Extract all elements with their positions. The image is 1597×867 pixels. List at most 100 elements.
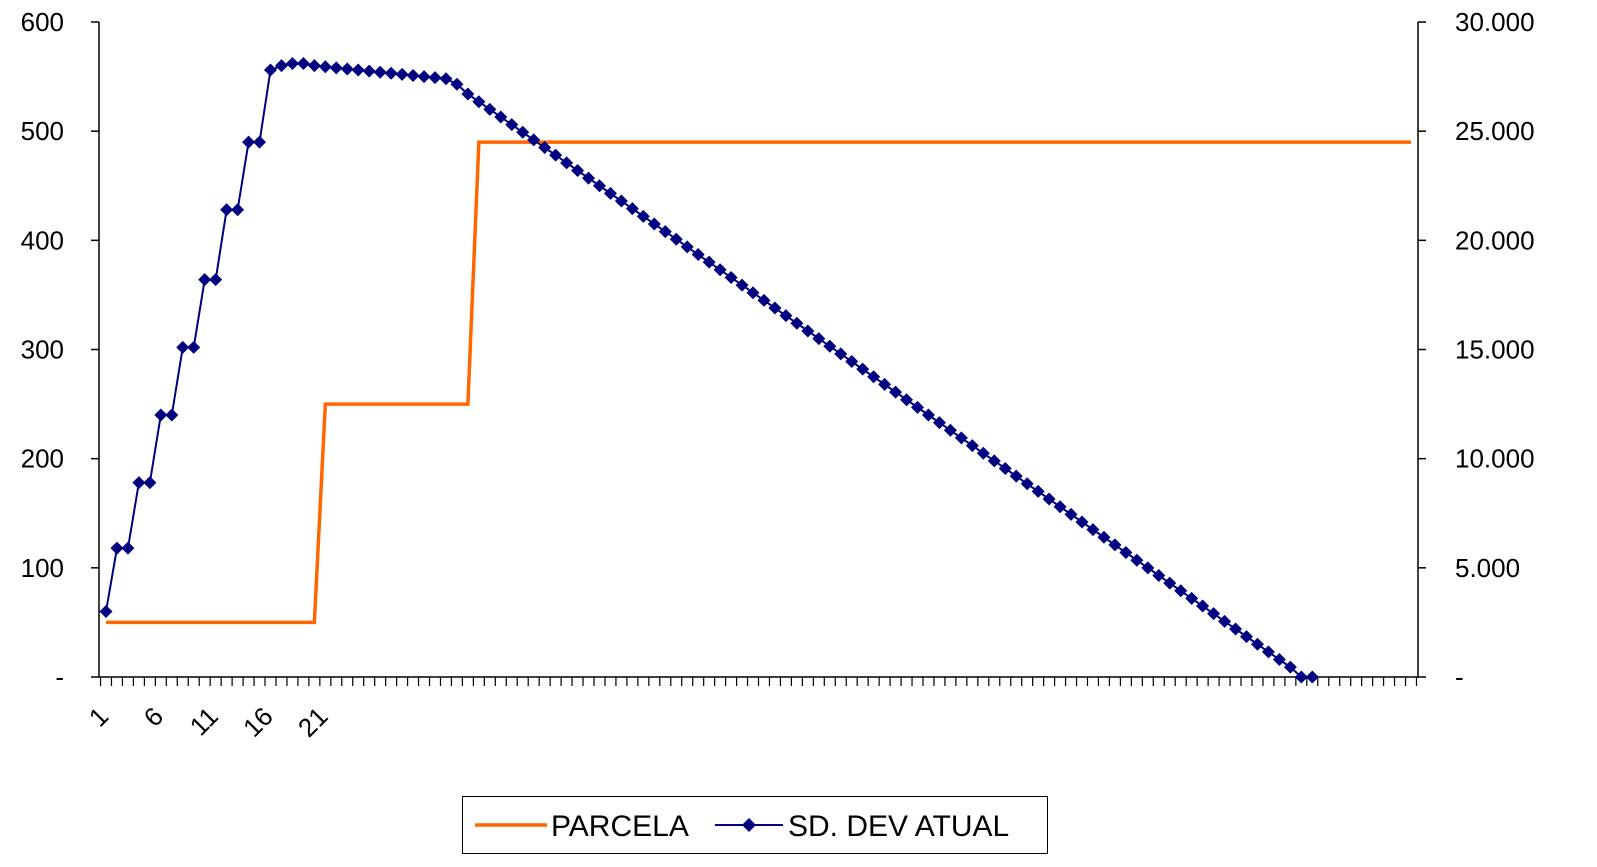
sd-dev-atual-point — [724, 270, 738, 284]
left-tick-label: 400 — [21, 225, 64, 255]
sd-dev-atual-point — [1272, 653, 1286, 667]
parcela-line — [106, 140, 1411, 625]
sd-dev-atual-point — [1261, 645, 1275, 659]
sd-dev-atual-point — [1042, 492, 1056, 506]
sd-dev-atual-point — [779, 309, 793, 323]
sd-dev-atual-point — [1031, 484, 1045, 498]
sd-dev-atual-point — [746, 286, 760, 300]
sd-dev-atual-point — [965, 439, 979, 453]
sd-dev-atual-point — [516, 125, 530, 139]
sd-dev-atual-point — [1163, 576, 1177, 590]
sd-dev-atual-point — [1174, 584, 1188, 598]
sd-dev-atual-point — [209, 273, 223, 287]
sd-dev-atual-point — [1152, 568, 1166, 582]
right-axis-ticks: - 5.000 10.000 15.000 20.000 25.000 30.000 — [1418, 7, 1535, 692]
sd-dev-atual-point — [472, 95, 486, 109]
sd-dev-atual-point — [1283, 660, 1297, 674]
sd-dev-atual-point — [220, 203, 234, 217]
sd-dev-atual-point — [362, 64, 376, 78]
sd-dev-atual-point — [889, 385, 903, 399]
sd-dev-atual-point — [285, 56, 299, 70]
x-tick-label: 16 — [237, 701, 279, 743]
sd-dev-atual-point — [757, 293, 771, 307]
sd-dev-atual-point — [296, 56, 310, 70]
sd-dev-atual-point — [318, 60, 332, 74]
sd-dev-atual-point — [921, 408, 935, 422]
x-axis-ticks: 1 6 11 16 21 — [83, 677, 1418, 743]
sd-dev-atual-point — [1108, 538, 1122, 552]
sd-dev-atual-point — [1064, 507, 1078, 521]
sd-dev-atual-point — [680, 240, 694, 254]
sd-dev-atual-point — [1196, 599, 1210, 613]
sd-dev-atual-point — [801, 324, 815, 338]
sd-dev-atual-point — [329, 61, 343, 75]
sd-dev-atual-point — [900, 393, 914, 407]
right-tick-label: 15.000 — [1455, 335, 1535, 365]
sd-dev-atual-point — [121, 541, 135, 555]
sd-dev-atual-point — [1185, 591, 1199, 605]
sd-dev-atual-point — [614, 194, 628, 208]
sd-dev-atual-point — [263, 63, 277, 77]
sd-dev-atual-point — [603, 186, 617, 200]
sd-dev-atual-point — [99, 605, 113, 618]
sd-dev-atual-point — [658, 225, 672, 239]
sd-dev-atual-point — [450, 77, 464, 91]
left-axis-ticks: - 100 200 300 400 500 600 — [21, 7, 99, 692]
right-tick-label: 30.000 — [1455, 7, 1535, 37]
sd-dev-atual-point — [878, 377, 892, 391]
sd-dev-atual-point — [1229, 622, 1243, 636]
axes — [98, 22, 1419, 678]
sd-dev-atual-point — [187, 340, 201, 354]
left-tick-label: 300 — [21, 335, 64, 365]
sd-dev-atual-point — [911, 400, 925, 414]
sd-dev-atual-point — [461, 87, 475, 101]
legend: PARCELA SD. DEV ATUAL — [462, 796, 1048, 854]
sd-dev-atual-point — [987, 454, 1001, 468]
sd-dev-atual-point — [198, 273, 212, 287]
sd-dev-atual-point — [1086, 523, 1100, 537]
legend-saldo-label: SD. DEV ATUAL — [788, 810, 1009, 843]
right-tick-label: 5.000 — [1455, 553, 1520, 583]
sd-dev-atual-point — [307, 59, 321, 73]
sd-dev-atual-point — [943, 423, 957, 437]
sd-dev-atual-point — [1053, 500, 1067, 514]
sd-dev-atual-point — [439, 72, 453, 86]
sd-dev-atual-point — [395, 67, 409, 81]
legend-saldo-swatch-marker — [742, 818, 756, 832]
sd-dev-atual-point — [494, 110, 508, 124]
sd-dev-atual-point — [527, 133, 541, 147]
sd-dev-atual-point — [976, 446, 990, 460]
right-tick-label: 25.000 — [1455, 116, 1535, 146]
sd-dev-atual-point — [154, 408, 168, 422]
sd-dev-atual-point — [1207, 607, 1221, 621]
sd-dev-atual-point — [812, 332, 826, 346]
left-tick-label: 100 — [21, 553, 64, 583]
sd-dev-atual-point — [867, 370, 881, 384]
sd-dev-atual-point — [549, 148, 563, 162]
series-parcela — [106, 140, 1411, 625]
left-tick-label: 600 — [21, 7, 64, 37]
sd-dev-atual-point — [834, 347, 848, 361]
sd-dev-atual-point — [1075, 515, 1089, 529]
sd-dev-atual-point — [845, 355, 859, 369]
sd-dev-atual-point — [735, 278, 749, 292]
right-tick-label: - — [1455, 662, 1464, 692]
sd-dev-atual-point — [505, 118, 519, 132]
x-tick-label: 21 — [292, 701, 334, 743]
sd-dev-atual-point — [582, 171, 596, 185]
x-tick-label: 1 — [83, 701, 114, 732]
sd-dev-atual-point — [428, 71, 442, 85]
sd-dev-atual-point — [176, 340, 190, 354]
sd-dev-atual-point — [702, 255, 716, 269]
x-tick-label: 6 — [138, 701, 169, 732]
sd-dev-atual-point — [1119, 546, 1133, 560]
sd-dev-atual-point — [1020, 477, 1034, 491]
right-tick-label: 20.000 — [1455, 225, 1535, 255]
sd-dev-atual-point — [373, 65, 387, 79]
sd-dev-atual-point — [856, 362, 870, 376]
legend-parcela-label: PARCELA — [551, 810, 689, 843]
sd-dev-atual-point — [1097, 530, 1111, 544]
sd-dev-atual-point — [560, 156, 574, 170]
sd-dev-atual-point — [636, 209, 650, 223]
